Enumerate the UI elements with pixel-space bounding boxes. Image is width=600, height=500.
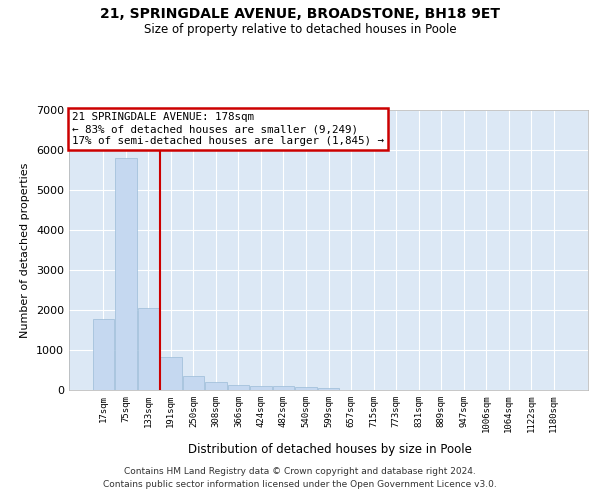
Text: Distribution of detached houses by size in Poole: Distribution of detached houses by size … (188, 442, 472, 456)
Text: 21, SPRINGDALE AVENUE, BROADSTONE, BH18 9ET: 21, SPRINGDALE AVENUE, BROADSTONE, BH18 … (100, 8, 500, 22)
Bar (137, 308, 159, 390)
Text: 21 SPRINGDALE AVENUE: 178sqm
← 83% of detached houses are smaller (9,249)
17% of: 21 SPRINGDALE AVENUE: 178sqm ← 83% of de… (72, 112, 384, 146)
Bar (115, 158, 137, 390)
Bar (228, 385, 249, 390)
Bar (92, 319, 114, 390)
Bar (295, 387, 317, 390)
Text: Size of property relative to detached houses in Poole: Size of property relative to detached ho… (143, 22, 457, 36)
Text: Contains public sector information licensed under the Open Government Licence v3: Contains public sector information licen… (103, 480, 497, 489)
Bar (182, 376, 204, 390)
Bar (273, 386, 294, 390)
Y-axis label: Number of detached properties: Number of detached properties (20, 162, 31, 338)
Text: Contains HM Land Registry data © Crown copyright and database right 2024.: Contains HM Land Registry data © Crown c… (124, 467, 476, 476)
Bar (250, 386, 272, 390)
Bar (160, 357, 182, 390)
Bar (205, 382, 227, 390)
Bar (318, 388, 339, 390)
